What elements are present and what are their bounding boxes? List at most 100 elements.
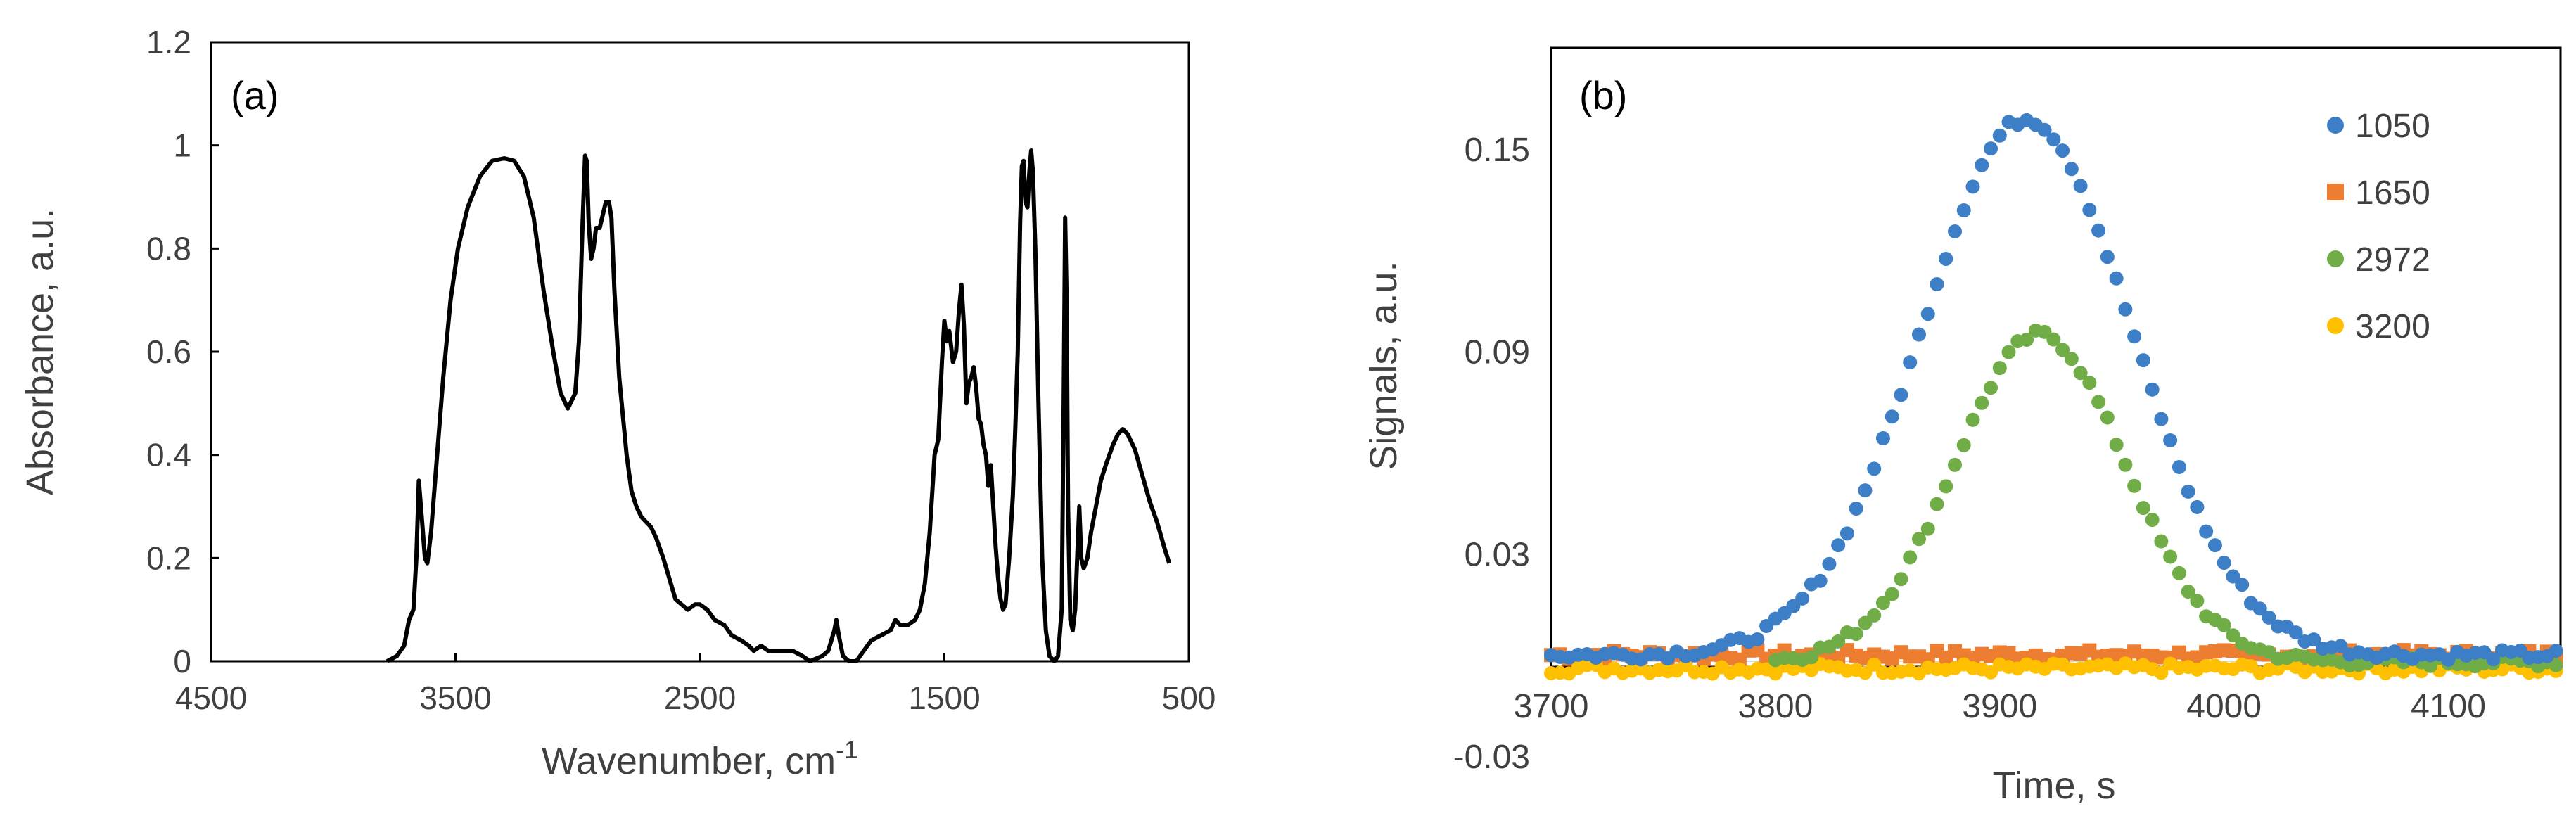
chart-b: 3700 3800 3900 4000 4100 0.15 0.09 0.03 -0.03 (… — [1363, 46, 2563, 807]
chart-b-point-1050 — [1875, 430, 1890, 445]
chart-b-point-1050 — [1858, 483, 1873, 498]
chart-b-y-tick-label: 0.09 — [1465, 334, 1530, 371]
chart-a-y-tick-label: 1 — [173, 127, 191, 164]
chart-b-point-1050 — [2136, 353, 2150, 368]
chart-b-legend-marker — [2327, 117, 2344, 134]
chart-b-point-1050 — [2064, 162, 2079, 177]
chart-b-point-2972 — [2181, 585, 2195, 599]
chart-a-panel-label: (a) — [231, 73, 279, 117]
chart-b-legend-label: 1650 — [2355, 174, 2430, 212]
chart-b-point-2972 — [2020, 333, 2034, 347]
chart-b-point-1050 — [2549, 644, 2563, 658]
chart-b-point-2972 — [1948, 457, 1962, 472]
chart-b-point-2972 — [2118, 457, 2133, 472]
chart-b-x-tick-label: 3700 — [1514, 688, 1589, 725]
chart-b-point-1050 — [1839, 526, 1854, 541]
chart-a-plot-area — [210, 41, 1190, 663]
chart-b-point-1050 — [2055, 143, 2070, 158]
chart-a-x-axis-label-text: Wavenumber, cm — [542, 740, 836, 782]
chart-b-legend-marker — [2327, 250, 2344, 267]
chart-a-y-axis-label: Absorbance, a.u. — [19, 208, 61, 495]
chart-b-point-1050 — [2190, 499, 2205, 514]
chart-b-y-tick-label: 0.03 — [1465, 536, 1530, 573]
chart-b-y-axis-label: Signals, a.u. — [1363, 261, 1405, 470]
chart-b-point-2972 — [1849, 627, 1863, 642]
chart-b-legend-marker — [2327, 184, 2344, 200]
chart-b-point-2972 — [2001, 345, 2016, 359]
chart-b-point-1050 — [2288, 625, 2303, 640]
chart-b-point-3200 — [1867, 657, 1882, 672]
chart-a-y-tick-label: 0.2 — [146, 540, 191, 576]
chart-b-legend-label: 2972 — [2355, 241, 2430, 279]
chart-b-point-1050 — [1939, 251, 1953, 266]
chart-b-point-2972 — [2226, 628, 2240, 643]
chart-b-point-2972 — [1930, 497, 1944, 511]
chart-b-point-1050 — [2127, 329, 2142, 344]
chart-b-series-1050 — [1544, 113, 2563, 667]
chart-b-point-2972 — [2073, 366, 2088, 381]
chart-b-point-2972 — [1875, 596, 1890, 611]
chart-b-point-2972 — [1831, 634, 1846, 649]
chart-b-point-1050 — [2207, 538, 2222, 553]
chart-a-x-axis-label: Wavenumber, cm-1 — [542, 735, 858, 782]
chart-b-point-2972 — [1903, 550, 1918, 565]
chart-b-series-2972 — [1768, 323, 2563, 674]
chart-b-point-1050 — [1930, 277, 1944, 292]
chart-b-point-2972 — [1911, 532, 1926, 547]
chart-a-x-tick-label: 500 — [1162, 680, 1216, 716]
chart-b-point-1050 — [1965, 179, 1980, 194]
chart-b-point-1050 — [2163, 433, 2178, 447]
chart-b-point-2972 — [1939, 479, 1953, 494]
chart-b-point-1050 — [1920, 307, 1935, 321]
chart-b-point-1050 — [1813, 573, 1828, 588]
chart-b-point-1050 — [2109, 271, 2124, 286]
chart-b-point-1050 — [2333, 639, 2348, 653]
chart-b-point-2972 — [2046, 332, 2061, 347]
chart-b-point-2972 — [2064, 352, 2079, 366]
chart-b-point-1050 — [1795, 591, 1810, 606]
chart-b-point-1050 — [2037, 122, 2052, 137]
chart-a-x-tick-label: 3500 — [419, 680, 491, 716]
chart-b-point-1050 — [2252, 601, 2267, 616]
chart-b-point-2972 — [1920, 521, 1935, 536]
chart-b-point-1050 — [1911, 327, 1926, 342]
chart-b-legend-label: 1050 — [2355, 108, 2430, 145]
chart-b-point-1050 — [2046, 132, 2061, 147]
chart-b-point-2972 — [2055, 343, 2070, 357]
chart-b-point-1050 — [1894, 388, 1908, 402]
chart-b-point-1050 — [2235, 578, 2250, 592]
chart-b-legend: 1050 1650 2972 3200 — [2327, 108, 2430, 345]
chart-a: 4500 3500 2500 1500 500 0 0.2 0.4 0.6 0.8 1 1.2 (a… — [19, 24, 1216, 782]
chart-b-point-1050 — [2082, 203, 2097, 217]
chart-a-y-tick-label: 0.4 — [146, 437, 191, 473]
chart-b-point-2972 — [2127, 478, 2142, 493]
chart-a-y-tick-label: 0 — [173, 643, 191, 680]
chart-a-y-tick-label: 1.2 — [146, 24, 191, 60]
chart-b-point-2972 — [2217, 618, 2231, 632]
chart-b-point-2972 — [2109, 438, 2124, 452]
chart-b-legend-label: 3200 — [2355, 308, 2430, 345]
chart-b-point-1050 — [2262, 610, 2276, 625]
chart-b-point-1050 — [2217, 556, 2231, 570]
chart-b-point-1050 — [2226, 569, 2240, 584]
chart-b-point-1050 — [1867, 461, 1882, 476]
chart-b-point-2972 — [1956, 438, 1971, 452]
chart-b-point-3200 — [2154, 665, 2169, 680]
chart-b-point-1050 — [2091, 223, 2106, 238]
chart-b-point-2972 — [2145, 512, 2160, 527]
chart-b-y-tick-label: -0.03 — [1453, 739, 1530, 776]
chart-b-y-tick-label: 0.15 — [1465, 132, 1530, 169]
chart-a-x-tick-label: 1500 — [908, 680, 980, 716]
chart-b-panel-label: (b) — [1579, 73, 1627, 117]
chart-b-point-2972 — [2549, 658, 2563, 672]
chart-b-point-2972 — [1965, 412, 1980, 427]
chart-b-point-2972 — [2136, 501, 2150, 516]
chart-b-point-2972 — [2154, 534, 2169, 549]
chart-b-x-axis-label: Time, s — [1993, 765, 2116, 807]
chart-a-spectrum-line — [385, 148, 1172, 663]
chart-b-x-tick-label: 3800 — [1737, 688, 1813, 725]
chart-b-x-tick-label: 3900 — [1962, 688, 2037, 725]
chart-b-point-1050 — [2486, 652, 2501, 667]
chart-b-point-1050 — [1975, 158, 1989, 172]
chart-b-point-2972 — [1885, 587, 1899, 601]
